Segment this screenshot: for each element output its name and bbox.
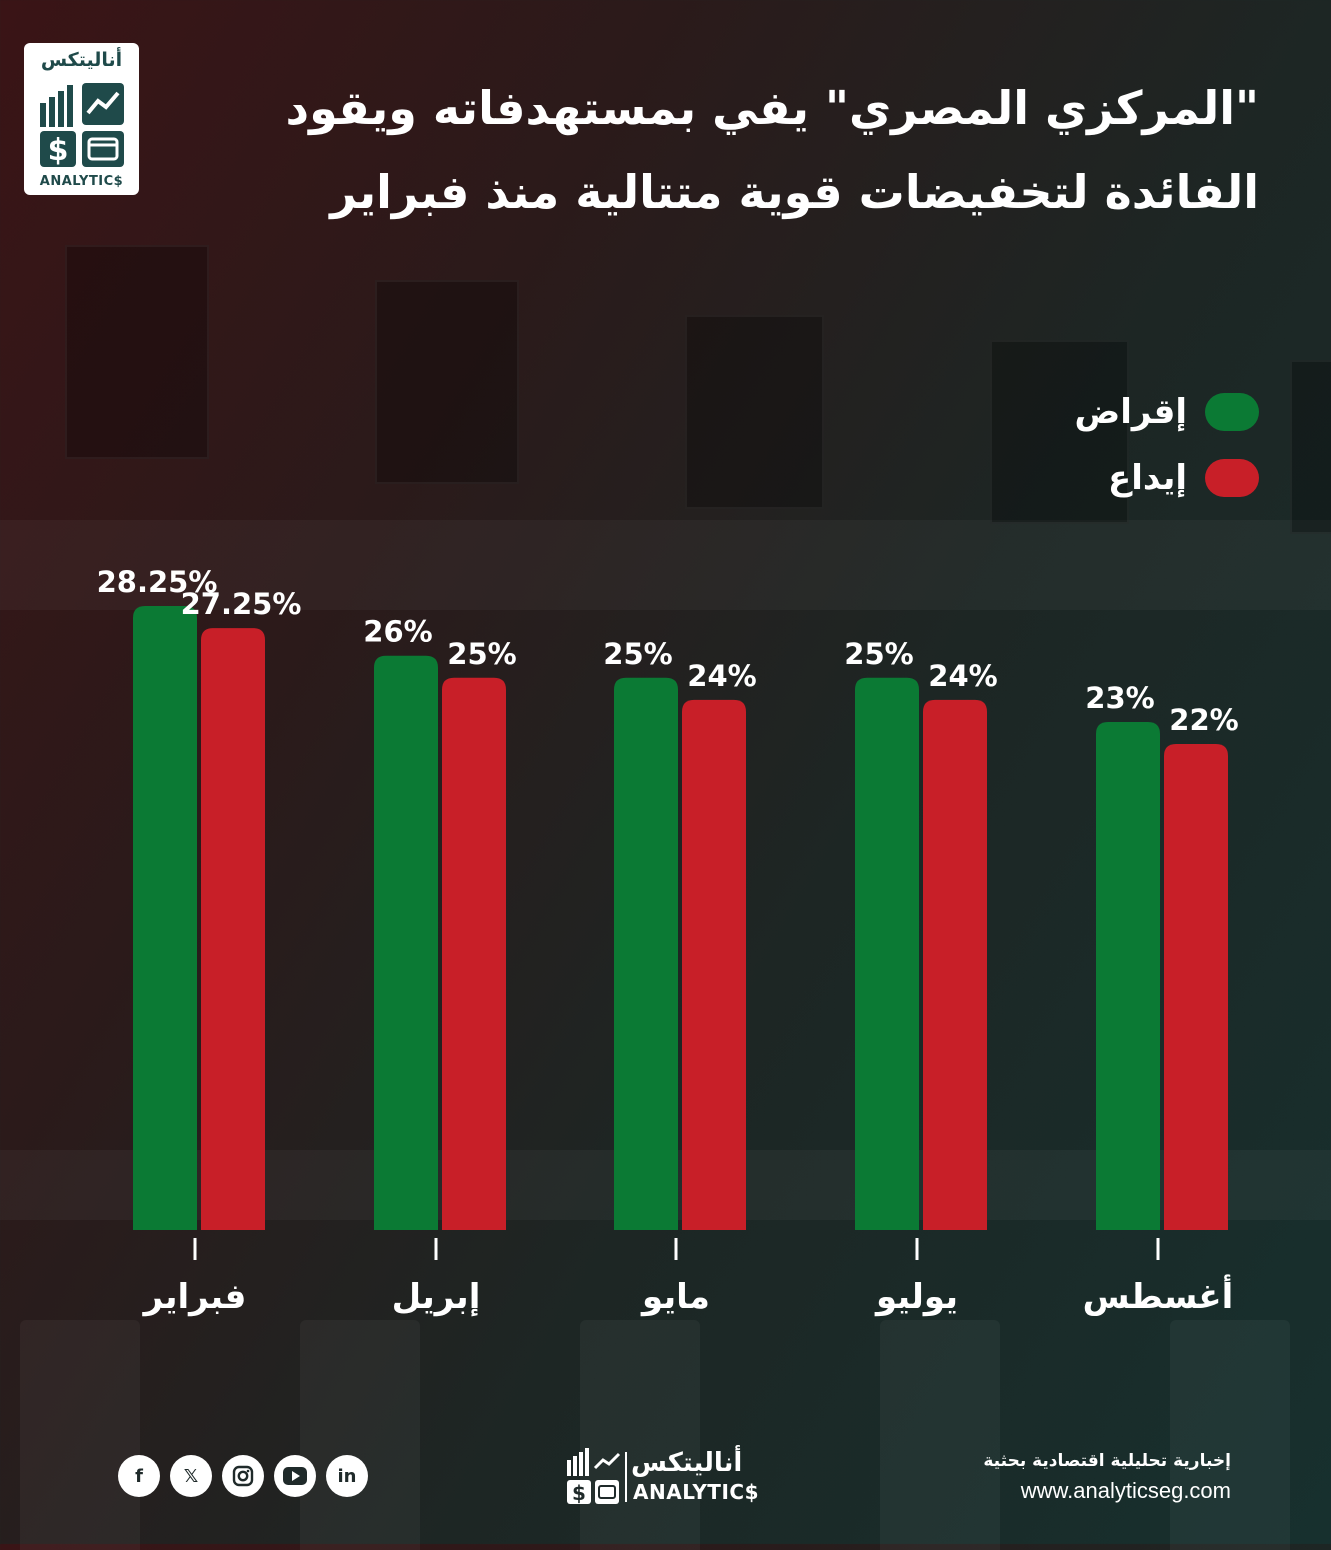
data-label-deposit-0: 27.25%: [181, 587, 302, 621]
title-line-1: "المركزي المصري" يفي بمستهدفاته ويقود: [285, 81, 1259, 135]
bar-lending-2: [614, 677, 678, 1230]
facebook-icon[interactable]: f: [118, 1455, 160, 1497]
youtube-icon[interactable]: [274, 1455, 316, 1497]
legend-label-lending: إقراض: [1074, 392, 1187, 432]
linkedin-icon[interactable]: in: [326, 1455, 368, 1497]
footer-analytics-icon: $: [567, 1448, 621, 1505]
bar-deposit-1: [442, 677, 506, 1230]
data-label-lending-4: 23%: [1085, 681, 1154, 715]
legend-item-deposit: إيداع: [1075, 458, 1259, 498]
bar-deposit-0: [201, 628, 265, 1230]
instagram-icon[interactable]: [222, 1455, 264, 1497]
x-tick-label-4: أغسطس: [1083, 1274, 1234, 1317]
social-icons: f 𝕏 in: [118, 1455, 368, 1497]
x-tick-label-1: إبريل: [392, 1277, 481, 1317]
bar-deposit-2: [682, 699, 746, 1230]
legend-label-deposit: إيداع: [1108, 458, 1187, 498]
title-line-2: الفائدة لتخفيضات قوية متتالية منذ فبراير: [330, 165, 1259, 219]
page-title: "المركزي المصري" يفي بمستهدفاته ويقود ال…: [159, 66, 1259, 234]
bar-lending-0: [133, 606, 197, 1230]
bar-lending-4: [1096, 721, 1160, 1230]
footer-logo: $ أناليتكس ANALYTIC$: [565, 1448, 785, 1508]
brand-logo: أناليتكس $ ANALYTIC$: [24, 43, 139, 195]
legend-swatch-lending: [1205, 393, 1259, 431]
data-label-lending-1: 26%: [363, 615, 432, 649]
bar-lending-1: [374, 655, 438, 1230]
svg-text:$: $: [572, 1481, 586, 1505]
x-tick-label-3: يوليو: [874, 1277, 958, 1317]
bar-deposit-4: [1164, 744, 1228, 1230]
logo-latin-text: ANALYTIC$: [39, 174, 124, 189]
chart-legend: إقراض إيداع: [1075, 392, 1259, 524]
data-label-lending-2: 25%: [603, 637, 672, 671]
x-tick-label-2: مايو: [640, 1277, 710, 1317]
bar-lending-3: [855, 677, 919, 1230]
data-label-deposit-2: 24%: [687, 659, 756, 693]
website-link[interactable]: www.analyticseg.com: [1020, 1478, 1231, 1503]
logo-arabic-text: أناليتكس: [40, 49, 123, 71]
legend-item-lending: إقراض: [1075, 392, 1259, 432]
bar-deposit-3: [923, 699, 987, 1230]
data-label-deposit-4: 22%: [1169, 703, 1238, 737]
legend-swatch-deposit: [1205, 459, 1259, 497]
footer-logo-divider: [625, 1452, 627, 1502]
x-icon[interactable]: 𝕏: [170, 1455, 212, 1497]
analytics-logo-icon: $: [40, 83, 124, 168]
data-label-deposit-3: 24%: [928, 659, 997, 693]
footer-tagline: إخبارية تحليلية اقتصادية بحثية: [983, 1451, 1231, 1471]
footer-logo-latin: ANALYTIC$: [633, 1480, 759, 1504]
footer-logo-arabic: أناليتكس: [631, 1448, 743, 1478]
data-label-deposit-1: 25%: [447, 637, 516, 671]
x-tick-label-0: فبراير: [142, 1277, 247, 1317]
svg-text:$: $: [48, 133, 69, 168]
data-label-lending-3: 25%: [844, 637, 913, 671]
data-label-lending-0: 28.25%: [97, 565, 218, 599]
